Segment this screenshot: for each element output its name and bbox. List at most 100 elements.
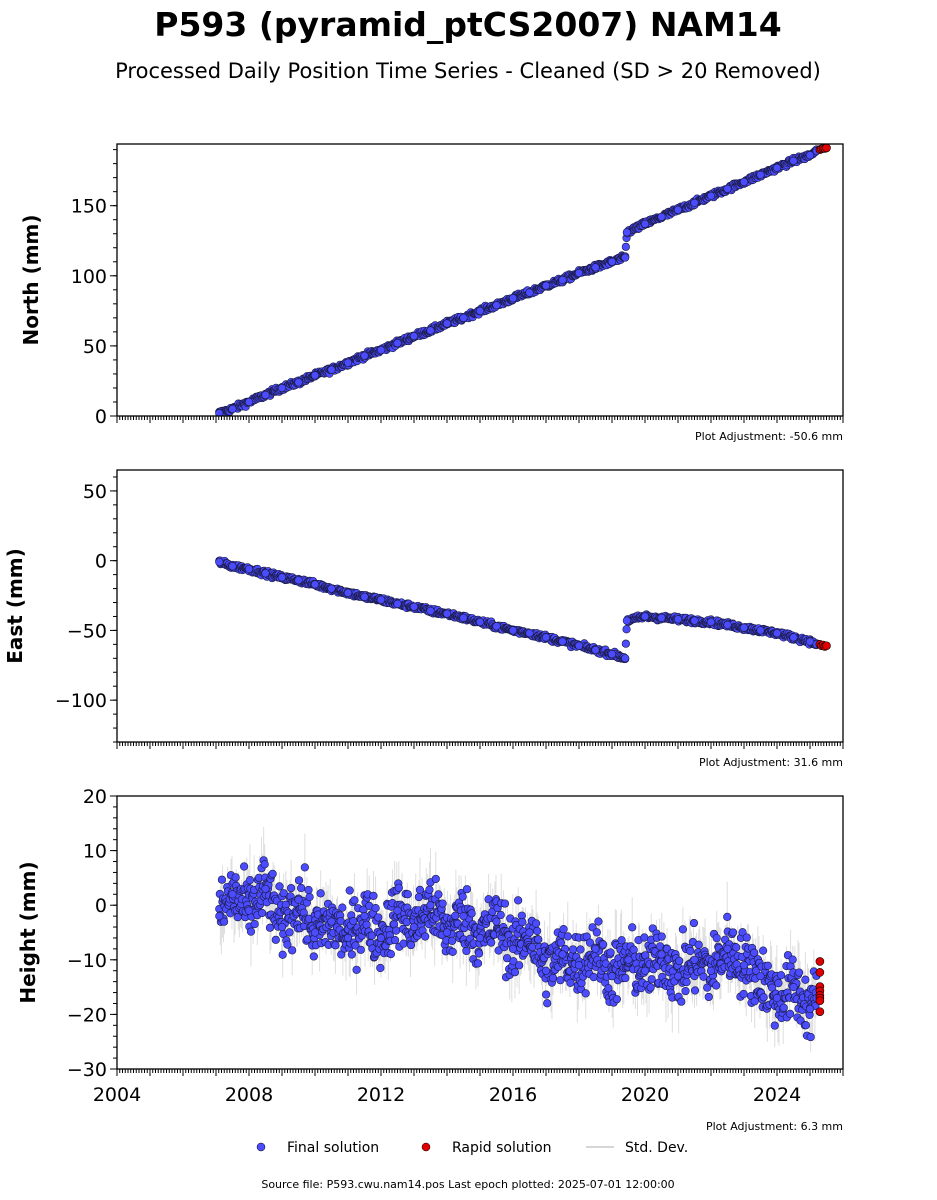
final-point [246, 927, 256, 936]
final-point [706, 617, 716, 627]
final-point [462, 885, 472, 894]
final-point [728, 928, 738, 937]
y-ticks [110, 476, 117, 743]
y-axis-label: East (mm) [3, 548, 27, 664]
final-point [448, 936, 457, 945]
final-point [376, 595, 386, 604]
final-point [393, 338, 402, 348]
final-point [622, 625, 631, 634]
final-point [622, 616, 631, 625]
x-tick-label: 2024 [753, 1084, 801, 1106]
final-point [690, 986, 700, 995]
y-tick-label: 0 [95, 895, 107, 917]
final-point [374, 913, 383, 922]
final-point [640, 612, 650, 621]
axes-frame [116, 469, 844, 743]
final-point [599, 940, 608, 949]
final-point [541, 633, 551, 642]
final-point [541, 966, 551, 975]
final-point [704, 992, 713, 1002]
final-point [508, 294, 518, 303]
final-point [589, 972, 598, 982]
final-point [257, 908, 267, 918]
final-point [558, 637, 567, 646]
final-point [371, 903, 380, 913]
final-point [622, 228, 631, 237]
final-point [640, 219, 650, 229]
final-point [690, 198, 699, 207]
final-point [612, 995, 621, 1004]
final-point [305, 892, 314, 902]
final-point [331, 941, 340, 950]
final-point [515, 961, 524, 970]
final-point [278, 950, 287, 959]
final-point [548, 973, 558, 983]
final-points [215, 856, 821, 1042]
plot-area [215, 556, 831, 664]
final-point [261, 884, 270, 893]
legend-rapid-marker [421, 1142, 431, 1152]
final-point [244, 397, 254, 407]
final-point [528, 943, 537, 952]
final-point [772, 629, 782, 638]
x-ticks [116, 742, 844, 749]
final-point [640, 933, 649, 942]
final-point [673, 205, 683, 214]
rapid-point [815, 996, 825, 1006]
chart-title: P593 (pyramid_ptCS2007) NAM14 [154, 5, 781, 44]
final-point [442, 319, 452, 328]
final-point [294, 876, 304, 885]
y-ticks [110, 149, 117, 417]
y-tick-label: −30 [67, 1059, 107, 1081]
final-point [509, 957, 518, 966]
final-point [678, 925, 687, 934]
rapid-point [815, 968, 825, 977]
final-point [310, 928, 320, 937]
final-point [594, 917, 603, 926]
final-point [438, 899, 447, 908]
y-tick-label: −10 [67, 950, 107, 972]
final-point [770, 1021, 779, 1030]
final-point [338, 903, 347, 912]
final-point [462, 946, 471, 956]
final-point [682, 978, 691, 987]
final-point [492, 917, 501, 926]
final-point [591, 263, 600, 272]
final-point [673, 972, 683, 981]
final-point [723, 944, 732, 953]
final-point [409, 602, 419, 611]
final-point [215, 409, 224, 416]
final-point [448, 947, 457, 957]
final-point [576, 945, 585, 954]
rapid-point [822, 144, 831, 153]
legend-final-marker [256, 1142, 266, 1152]
final-points [215, 145, 821, 416]
final-point [742, 933, 751, 942]
final-point [277, 922, 287, 932]
final-point [558, 950, 567, 959]
final-point [621, 242, 630, 251]
final-point [367, 931, 376, 940]
y-tick-label: 0 [95, 406, 107, 428]
final-point [514, 896, 523, 905]
final-point [327, 365, 336, 374]
final-point [776, 971, 786, 980]
final-point [585, 938, 595, 947]
final-point [694, 940, 703, 949]
final-point [426, 901, 435, 910]
y-tick-label: 50 [83, 481, 107, 503]
final-point [304, 885, 313, 895]
final-point [525, 629, 534, 638]
final-point [657, 932, 666, 941]
y-tick-label: 50 [83, 336, 107, 358]
final-point [294, 895, 303, 904]
final-point [712, 934, 721, 943]
y-axis-label: Height (mm) [16, 861, 40, 1003]
final-point [500, 899, 510, 908]
legend-std-label: Std. Dev. [625, 1140, 688, 1156]
final-point [215, 912, 224, 921]
final-point [414, 892, 423, 902]
final-point [640, 966, 650, 975]
final-point [376, 933, 386, 943]
